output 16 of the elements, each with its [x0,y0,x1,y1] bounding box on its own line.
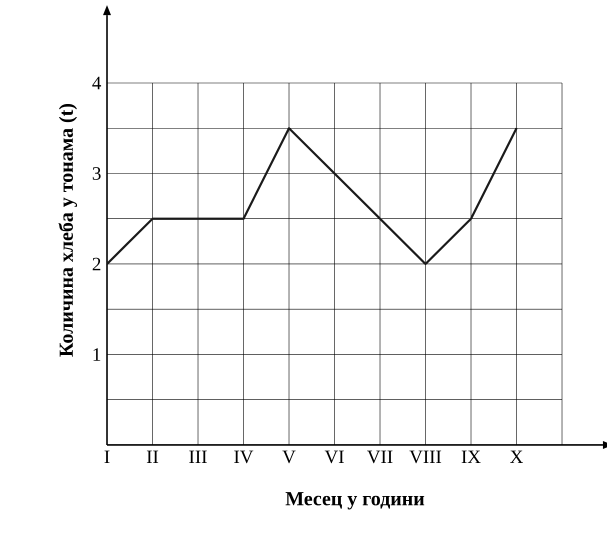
x-tick-label: IV [234,450,254,464]
x-tick-label: VIII [409,450,442,464]
x-tick-label: I [104,450,110,464]
x-tick-label: II [146,450,158,464]
y-tick-label: 4 [92,76,102,90]
y-axis-title: Количина хлеба у тонама (t) [58,104,78,357]
x-tick-label: V [282,450,296,464]
y-tick-label: 1 [94,348,100,361]
x-axis-title: Месец у години [286,492,424,510]
y-tick-label: 2 [92,258,100,270]
x-tick-label: III [189,450,207,464]
x-tick-label: VII [367,450,392,464]
x-tick-label: IX [462,450,481,464]
y-tick-label: 3 [92,167,101,180]
x-tick-label: VI [324,450,344,464]
x-tick-label: X [510,450,523,464]
